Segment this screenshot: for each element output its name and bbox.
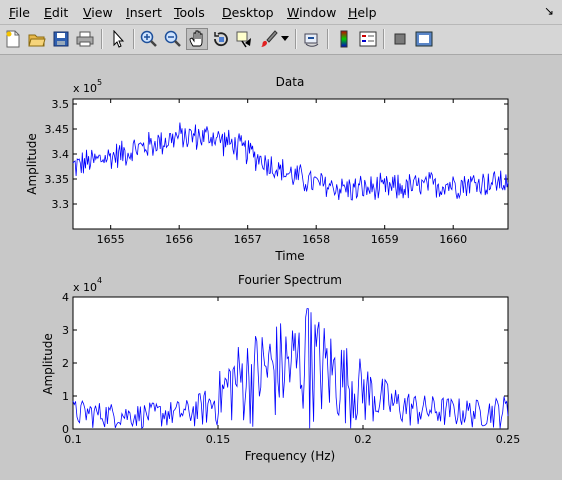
brush-icon[interactable]	[258, 28, 280, 50]
data-exponent-power: 5	[97, 78, 102, 87]
menu-tools[interactable]: Tools	[174, 5, 205, 20]
pan-hand-icon[interactable]	[186, 28, 208, 50]
link-plot-icon[interactable]	[301, 28, 323, 50]
data-xtick-label: 1659	[371, 233, 399, 246]
data-ytick-label: 3.3	[52, 198, 70, 211]
menu-edit[interactable]: Edit	[44, 5, 69, 20]
data-ytick-label: 3.4	[52, 148, 70, 161]
data-axes[interactable]	[72, 98, 509, 230]
hide-plot-tools-icon[interactable]	[389, 28, 411, 50]
menu-insert[interactable]: Insert	[126, 5, 162, 20]
toolbar-separator	[133, 29, 135, 49]
data-xtick-label: 1657	[234, 233, 262, 246]
spectrum-ytick-label: 3	[62, 324, 69, 337]
dock-arrow-icon[interactable]: ↘	[543, 4, 554, 18]
data-ytick-label: 3.5	[52, 98, 70, 111]
menu-help[interactable]: Help	[348, 5, 377, 20]
toolbar-separator	[383, 29, 385, 49]
pointer-icon[interactable]	[107, 28, 129, 50]
spectrum-exponent-power: 4	[97, 276, 102, 285]
save-icon[interactable]	[50, 28, 72, 50]
zoom-out-icon[interactable]	[162, 28, 184, 50]
data-exponent-base: x 10	[73, 82, 97, 95]
spectrum-ytick-label: 4	[62, 291, 69, 304]
print-icon[interactable]	[74, 28, 96, 50]
spectrum-series-line	[72, 308, 509, 429]
data-title: Data	[276, 75, 305, 89]
rotate-3d-icon[interactable]	[210, 28, 232, 50]
new-figure-icon[interactable]	[2, 28, 24, 50]
zoom-in-icon[interactable]	[138, 28, 160, 50]
spectrum-exponent-base: x 10	[73, 281, 97, 294]
spectrum-xtick-label: 0.15	[206, 433, 231, 446]
menu-view[interactable]: View	[83, 5, 113, 20]
plots-svg: 1655 1656 1657 1658 1659 1660 3.3 3.35 3.4 3.45 3.…	[25, 75, 520, 463]
data-xtick-label: 1656	[165, 233, 193, 246]
data-axes-ticks: 1655 1656 1657 1658 1659 1660 3.3 3.35 3.4 3.45 3.…	[45, 98, 508, 246]
spectrum-xlabel: Frequency (Hz)	[245, 449, 336, 463]
data-xtick-label: 1660	[439, 233, 467, 246]
toolbar-separator	[327, 29, 329, 49]
spectrum-ytick-label: 2	[62, 357, 69, 370]
spectrum-axes[interactable]	[72, 296, 509, 430]
data-series-line	[72, 122, 509, 201]
legend-icon[interactable]	[357, 28, 379, 50]
menu-file[interactable]: File	[9, 5, 30, 20]
figure-toolbar	[0, 25, 562, 55]
toolbar-separator	[295, 29, 297, 49]
data-xlabel: Time	[274, 249, 304, 263]
spectrum-axes-ticks: 0.1 0.15 0.2 0.25 0 1 2 3 4	[62, 291, 520, 446]
open-file-icon[interactable]	[26, 28, 48, 50]
colorbar-icon[interactable]	[333, 28, 355, 50]
data-ylabel: Amplitude	[25, 133, 39, 195]
data-xtick-label: 1655	[97, 233, 125, 246]
menu-desktop[interactable]: Desktop	[222, 5, 274, 20]
spectrum-xtick-label: 0.1	[64, 433, 82, 446]
menu-bar: File Edit View Insert Tools Desktop Wind…	[0, 0, 562, 25]
menu-window[interactable]: Window	[287, 5, 337, 20]
spectrum-ylabel: Amplitude	[41, 333, 55, 395]
spectrum-xtick-label: 0.2	[354, 433, 372, 446]
spectrum-ytick-label: 0	[62, 423, 69, 436]
show-plot-tools-icon[interactable]	[413, 28, 435, 50]
figure-canvas: 1655 1656 1657 1658 1659 1660 3.3 3.35 3.4 3.45 3.…	[0, 55, 562, 477]
data-cursor-icon[interactable]	[234, 28, 256, 50]
brush-dropdown-icon[interactable]	[279, 28, 291, 50]
toolbar-separator	[101, 29, 103, 49]
data-ytick-label: 3.45	[45, 123, 70, 136]
spectrum-xtick-label: 0.25	[496, 433, 521, 446]
spectrum-ytick-label: 1	[62, 390, 69, 403]
spectrum-title: Fourier Spectrum	[238, 273, 342, 287]
data-xtick-label: 1658	[302, 233, 330, 246]
data-ytick-label: 3.35	[45, 173, 70, 186]
